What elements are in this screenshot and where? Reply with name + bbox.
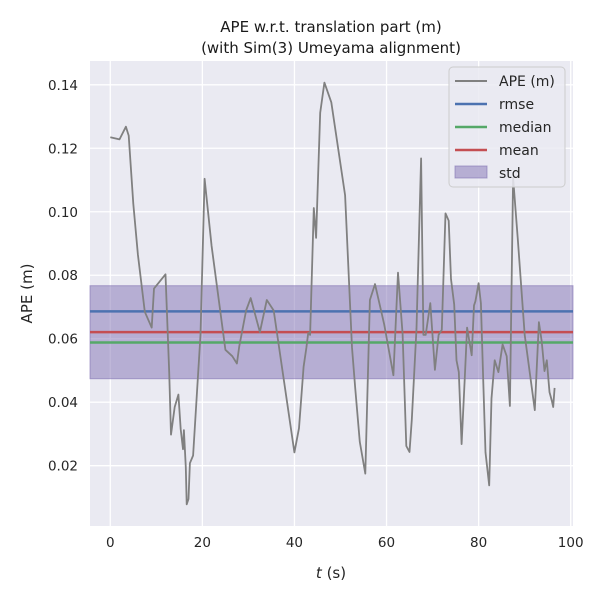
x-tick-label: 80	[470, 535, 487, 551]
y-tick-label: 0.14	[48, 78, 78, 94]
x-axis-label: t (s)	[316, 564, 346, 582]
x-tick-label: 40	[286, 535, 303, 551]
chart-title-line-1: APE w.r.t. translation part (m)	[220, 18, 441, 36]
y-axis-label: APE (m)	[18, 264, 36, 324]
legend: APE (m) rmse median mean std	[448, 66, 566, 188]
y-tick-label: 0.02	[48, 459, 78, 475]
y-tick-label: 0.06	[48, 332, 78, 348]
y-tick-label: 0.10	[48, 205, 78, 221]
x-tick-label: 0	[106, 535, 115, 551]
y-tick-label: 0.04	[48, 395, 78, 411]
legend-swatch-std	[454, 165, 488, 179]
legend-box	[448, 66, 566, 188]
series-layer	[110, 81, 556, 506]
chart-title-line-2: (with Sim(3) Umeyama alignment)	[201, 39, 461, 57]
y-tick-label: 0.12	[48, 141, 78, 157]
legend-label-ape: APE (m)	[499, 74, 555, 90]
x-tick-label: 60	[378, 535, 395, 551]
legend-label-rmse: rmse	[499, 97, 534, 113]
x-tick-label: 100	[558, 535, 584, 551]
legend-label-std: std	[499, 166, 521, 182]
y-tick-label: 0.08	[48, 268, 78, 284]
legend-label-median: median	[499, 120, 551, 136]
tick-labels: 0 20 40 60 80 100 0.02 0.04 0.06 0.08 0.10 0.12 0.14	[48, 78, 584, 551]
x-tick-label: 20	[194, 535, 211, 551]
ape-series-line	[110, 81, 556, 506]
stat-lines-layer	[90, 310, 573, 344]
legend-label-mean: mean	[499, 143, 539, 159]
